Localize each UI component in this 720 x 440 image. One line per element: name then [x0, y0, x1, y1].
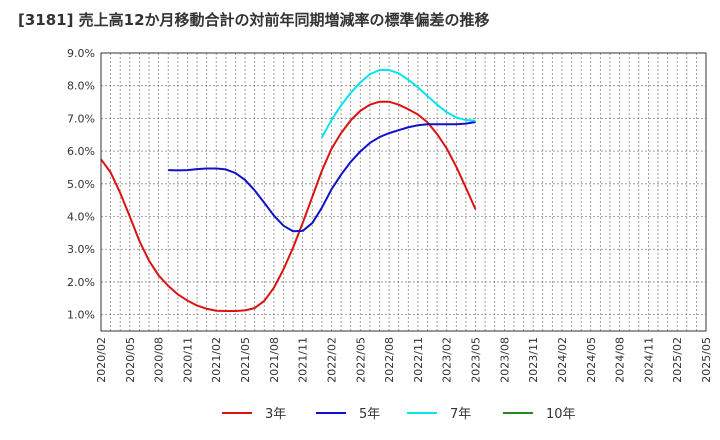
legend: 3年 5年 7年 10年 — [222, 407, 576, 422]
x-axis-ticks: 2020/02 2020/05 2020/08 2020/11 2021/02 2021/… — [95, 337, 713, 383]
x-tick-label: 2022/02 — [325, 337, 338, 383]
y-tick-label: 3.0% — [67, 243, 95, 256]
chart-title: [3181] 売上高12か月移動合計の対前年同期増減率の標準偏差の推移 — [18, 11, 490, 29]
series-line — [100, 100, 477, 313]
x-tick-label: 2020/08 — [153, 337, 166, 383]
x-tick-label: 2024/08 — [614, 337, 627, 383]
series-layer — [100, 69, 477, 313]
plot-area — [100, 52, 707, 332]
y-tick-label: 8.0% — [67, 80, 95, 93]
x-tick-label: 2022/05 — [354, 337, 367, 383]
y-tick-label: 6.0% — [67, 145, 95, 158]
x-tick-label: 2021/02 — [210, 337, 223, 383]
x-tick-label: 2024/11 — [642, 337, 655, 383]
x-tick-label: 2024/02 — [556, 337, 569, 383]
x-tick-label: 2020/11 — [181, 337, 194, 383]
legend-label: 3年 — [265, 407, 286, 422]
x-tick-label: 2024/05 — [585, 337, 598, 383]
x-tick-label: 2020/02 — [95, 337, 108, 383]
legend-label: 10年 — [546, 407, 576, 422]
x-tick-label: 2023/08 — [498, 337, 511, 383]
x-tick-label: 2022/08 — [383, 337, 396, 383]
y-tick-label: 2.0% — [67, 276, 95, 289]
y-tick-label: 1.0% — [67, 309, 95, 322]
legend-label: 5年 — [359, 407, 380, 422]
x-tick-label: 2021/08 — [268, 337, 281, 383]
x-tick-label: 2025/02 — [671, 337, 684, 383]
x-tick-label: 2023/11 — [527, 337, 540, 383]
x-tick-label: 2022/11 — [412, 337, 425, 383]
x-tick-label: 2025/05 — [700, 337, 713, 383]
y-axis-ticks: 9.0% 8.0% 7.0% 6.0% 5.0% 4.0% 3.0% 2.0% 1.0% — [67, 47, 95, 322]
x-tick-label: 2021/11 — [297, 337, 310, 383]
y-tick-label: 5.0% — [67, 178, 95, 191]
y-tick-label: 7.0% — [67, 112, 95, 125]
legend-label: 7年 — [450, 407, 471, 422]
series-line — [168, 121, 476, 233]
x-tick-label: 2023/02 — [441, 337, 454, 383]
x-tick-label: 2021/05 — [239, 337, 252, 383]
x-tick-label: 2023/05 — [470, 337, 483, 383]
x-tick-label: 2020/05 — [124, 337, 137, 383]
y-tick-label: 4.0% — [67, 211, 95, 224]
series-line — [320, 69, 476, 138]
y-tick-label: 9.0% — [67, 47, 95, 60]
grid — [100, 52, 707, 331]
